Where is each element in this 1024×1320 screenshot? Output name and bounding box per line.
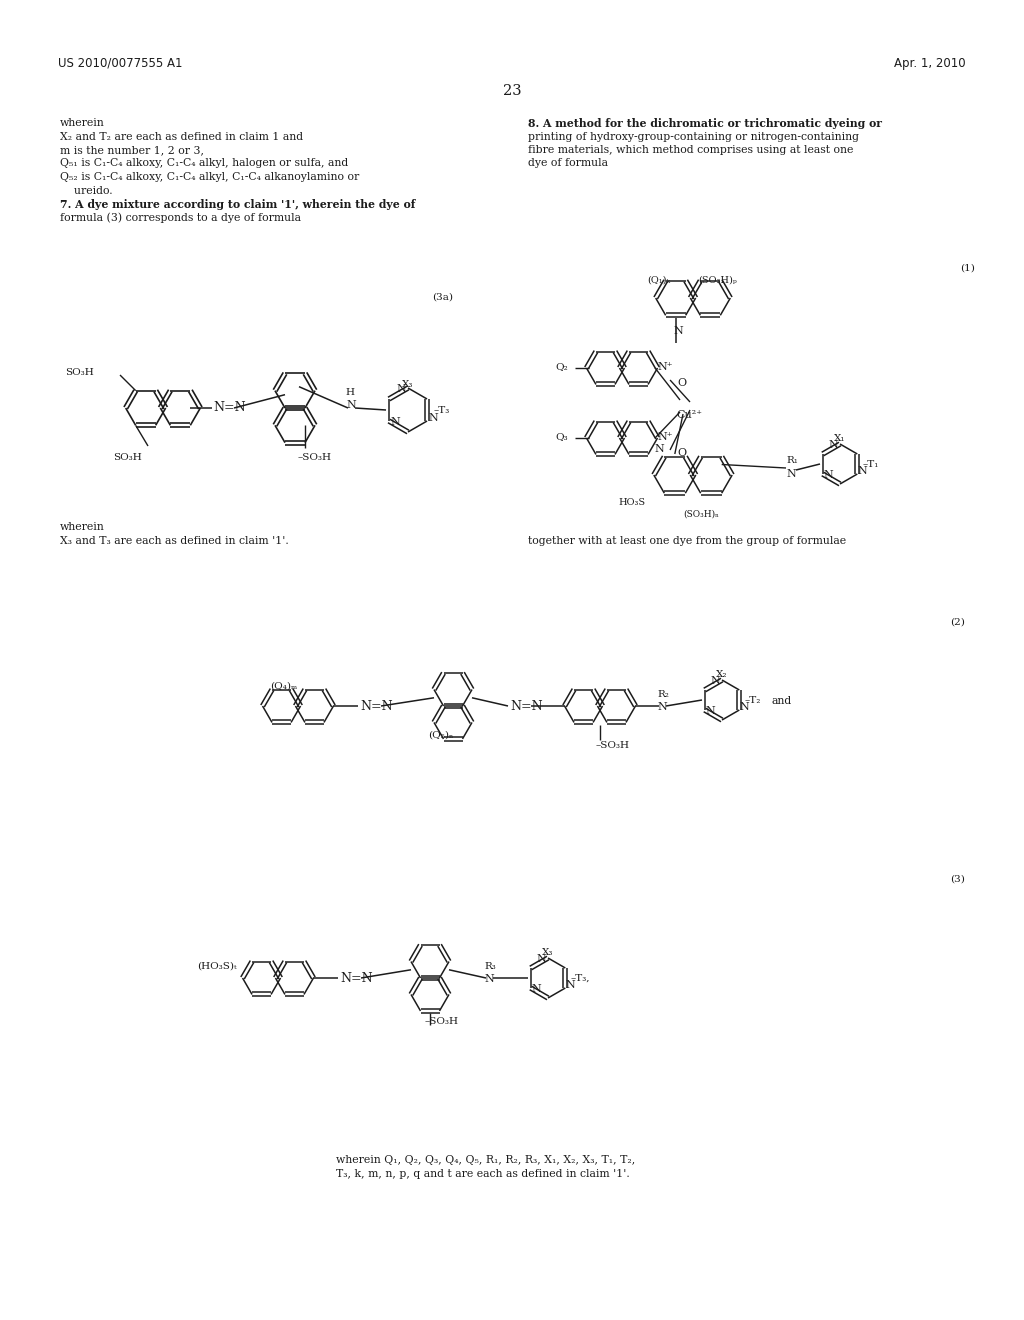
Text: N: N — [710, 676, 720, 686]
Text: (2): (2) — [950, 618, 965, 627]
Text: –T₂: –T₂ — [745, 696, 762, 705]
Text: N: N — [823, 470, 834, 480]
Text: N: N — [428, 413, 438, 422]
Text: (Q₅)ₙ: (Q₅)ₙ — [428, 730, 454, 739]
Text: N: N — [828, 440, 838, 450]
Text: wherein: wherein — [60, 521, 104, 532]
Text: R₂: R₂ — [657, 690, 669, 700]
Text: (3a): (3a) — [432, 293, 453, 302]
Text: ureido.: ureido. — [60, 186, 113, 195]
Text: O: O — [677, 447, 686, 458]
Text: SO₃H: SO₃H — [65, 368, 94, 378]
Text: N: N — [391, 417, 400, 426]
Text: Q₂: Q₂ — [555, 362, 567, 371]
Text: (Q₄)ₘ: (Q₄)ₘ — [270, 682, 297, 690]
Text: X₂ and T₂ are each as defined in claim 1 and: X₂ and T₂ are each as defined in claim 1… — [60, 132, 303, 141]
Text: –SO₃H: –SO₃H — [596, 741, 630, 750]
Text: Apr. 1, 2010: Apr. 1, 2010 — [894, 57, 966, 70]
Text: HO₃S: HO₃S — [618, 498, 645, 507]
Text: dye of formula: dye of formula — [528, 158, 608, 169]
Text: N: N — [673, 326, 683, 337]
Text: (SO₃H)ₚ: (SO₃H)ₚ — [698, 276, 736, 285]
Text: X₃ and T₃ are each as defined in claim '1'.: X₃ and T₃ are each as defined in claim '… — [60, 536, 289, 546]
Text: fibre materials, which method comprises using at least one: fibre materials, which method comprises … — [528, 145, 853, 154]
Text: N: N — [484, 974, 494, 983]
Text: 7. A dye mixture according to claim '1', wherein the dye of: 7. A dye mixture according to claim '1',… — [60, 199, 416, 210]
Text: R₃: R₃ — [484, 962, 496, 972]
Text: N=N: N=N — [510, 700, 543, 713]
Text: together with at least one dye from the group of formulae: together with at least one dye from the … — [528, 536, 846, 546]
Text: N=N: N=N — [213, 401, 246, 414]
Text: N⁺: N⁺ — [657, 432, 673, 442]
Text: R₁: R₁ — [786, 455, 798, 465]
Text: N: N — [346, 400, 355, 411]
Text: N: N — [396, 384, 406, 393]
Text: X₂: X₂ — [716, 671, 727, 678]
Text: N: N — [739, 702, 750, 711]
Text: H: H — [345, 388, 354, 397]
Text: –T₁: –T₁ — [863, 459, 880, 469]
Text: printing of hydroxy-group-containing or nitrogen-containing: printing of hydroxy-group-containing or … — [528, 132, 859, 141]
Text: and: and — [772, 696, 793, 706]
Text: (1): (1) — [961, 264, 975, 273]
Text: N: N — [565, 979, 575, 990]
Text: N: N — [657, 702, 667, 711]
Text: N: N — [786, 469, 796, 479]
Text: (SO₃H)ₙ: (SO₃H)ₙ — [683, 510, 719, 519]
Text: formula (3) corresponds to a dye of formula: formula (3) corresponds to a dye of form… — [60, 213, 301, 223]
Text: m is the number 1, 2 or 3,: m is the number 1, 2 or 3, — [60, 145, 204, 154]
Text: N=N: N=N — [340, 972, 373, 985]
Text: 23: 23 — [503, 84, 521, 98]
Text: N: N — [536, 954, 546, 964]
Text: N: N — [857, 466, 867, 477]
Text: X₃: X₃ — [542, 948, 553, 957]
Text: wherein: wherein — [60, 117, 104, 128]
Text: N: N — [654, 444, 665, 454]
Text: Q₃: Q₃ — [555, 432, 567, 441]
Text: N=N: N=N — [360, 700, 392, 713]
Text: (3): (3) — [950, 875, 965, 884]
Text: US 2010/0077555 A1: US 2010/0077555 A1 — [58, 57, 182, 70]
Text: Q₅₂ is C₁-C₄ alkoxy, C₁-C₄ alkyl, C₁-C₄ alkanoylamino or: Q₅₂ is C₁-C₄ alkoxy, C₁-C₄ alkyl, C₁-C₄ … — [60, 172, 359, 182]
Text: O: O — [677, 378, 686, 388]
Text: Cu²⁺: Cu²⁺ — [676, 411, 702, 420]
Text: N⁺: N⁺ — [657, 362, 673, 372]
Text: X₃: X₃ — [402, 380, 414, 389]
Text: (HO₃S)ₜ: (HO₃S)ₜ — [197, 962, 237, 972]
Text: 8. A method for the dichromatic or trichromatic dyeing or: 8. A method for the dichromatic or trich… — [528, 117, 882, 129]
Text: X₁: X₁ — [834, 434, 846, 444]
Text: –T₃,: –T₃, — [571, 974, 591, 983]
Text: –T₃: –T₃ — [434, 407, 451, 414]
Text: (Q₁)ₖ: (Q₁)ₖ — [647, 276, 670, 285]
Text: N: N — [531, 983, 542, 994]
Text: –SO₃H: –SO₃H — [298, 453, 332, 462]
Text: –SO₃H: –SO₃H — [425, 1016, 459, 1026]
Text: wherein Q₁, Q₂, Q₃, Q₄, Q₅, R₁, R₂, R₃, X₁, X₂, X₃, T₁, T₂,: wherein Q₁, Q₂, Q₃, Q₄, Q₅, R₁, R₂, R₃, … — [336, 1155, 635, 1166]
Text: T₃, k, m, n, p, q and t are each as defined in claim '1'.: T₃, k, m, n, p, q and t are each as defi… — [336, 1170, 630, 1179]
Text: SO₃H: SO₃H — [113, 453, 141, 462]
Text: Q₅₁ is C₁-C₄ alkoxy, C₁-C₄ alkyl, halogen or sulfa, and: Q₅₁ is C₁-C₄ alkoxy, C₁-C₄ alkyl, haloge… — [60, 158, 348, 169]
Text: N: N — [706, 706, 716, 715]
